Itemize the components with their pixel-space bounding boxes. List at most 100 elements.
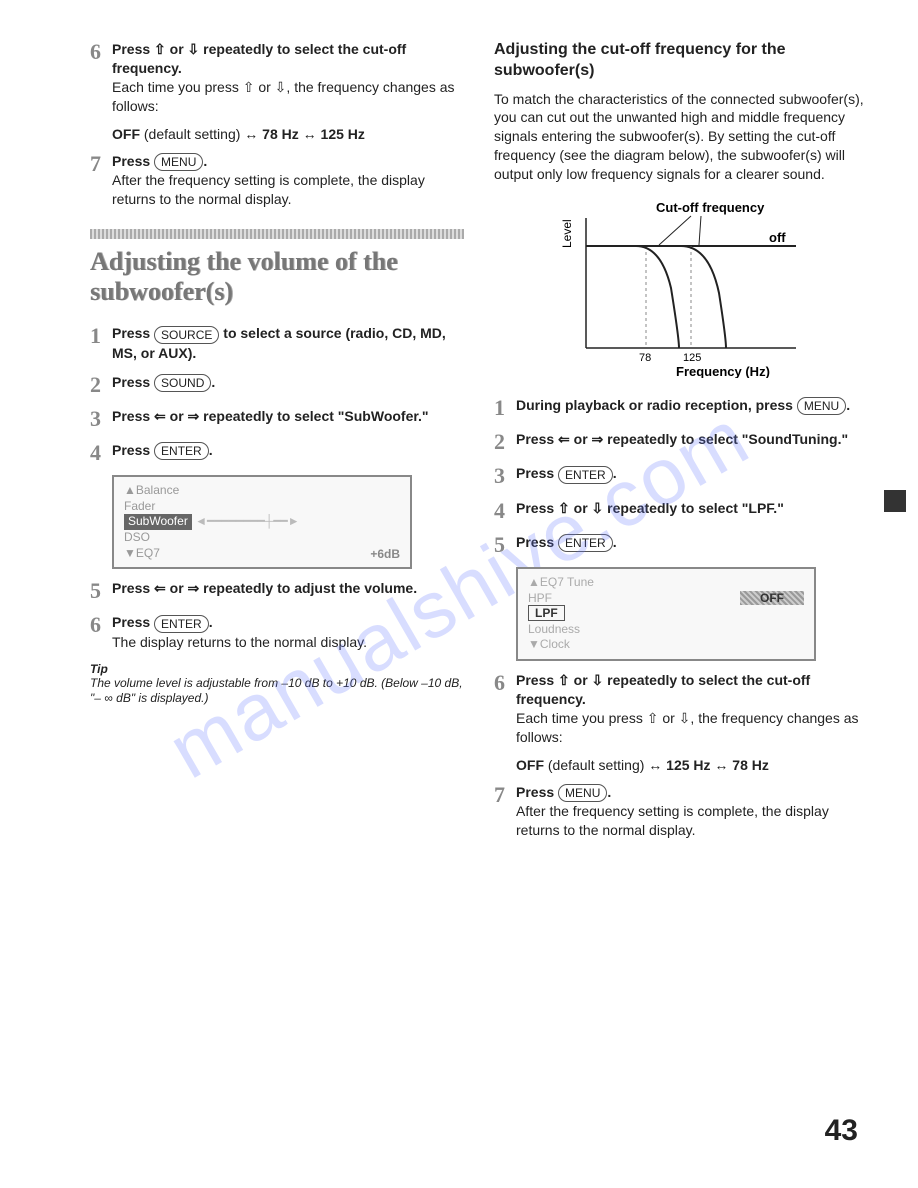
lcd-row: ▲Balance <box>124 483 400 499</box>
menu-button-label: MENU <box>154 153 203 171</box>
t: . <box>211 374 215 390</box>
enter-button-label: ENTER <box>154 615 209 633</box>
edge-tab <box>884 490 906 512</box>
step-text: Press ⇧ or ⇩ repeatedly to select the cu… <box>516 671 868 747</box>
step-number: 1 <box>90 324 112 348</box>
t: . <box>846 397 850 413</box>
lcd-row: Fader <box>124 499 400 515</box>
lcd-display: ▲Balance Fader SubWoofer ◄━━━━━━━━┼━━► D… <box>112 475 412 569</box>
t: Press <box>112 442 154 458</box>
step-number: 1 <box>494 396 516 420</box>
step-number: 4 <box>90 441 112 465</box>
step-text: Press MENU. After the frequency setting … <box>516 783 868 840</box>
step-text: Press SOURCE to select a source (radio, … <box>112 324 464 362</box>
step: 7 Press MENU. After the frequency settin… <box>90 152 464 209</box>
step-number: 6 <box>494 671 516 695</box>
lcd-row: Loudness <box>528 622 804 638</box>
step: 7 Press MENU. After the frequency settin… <box>494 783 868 840</box>
freq-line: OFF (default setting) ↔ 78 Hz ↔ 125 Hz <box>112 126 464 142</box>
t: During playback or radio reception, pres… <box>516 397 797 413</box>
step-text: Press ENTER. <box>516 533 868 552</box>
step: 1 Press SOURCE to select a source (radio… <box>90 324 464 362</box>
lcd-value: +6dB <box>370 547 400 561</box>
menu-button-label: MENU <box>797 397 846 415</box>
section-heading: Adjusting the volume of the subwoofer(s) <box>90 247 464 307</box>
step-text: Press ENTER. The display returns to the … <box>112 613 464 651</box>
step-number: 4 <box>494 499 516 523</box>
t: Press <box>112 614 154 630</box>
freq-line: OFF (default setting) ↔ 125 Hz ↔ 78 Hz <box>516 757 868 773</box>
step: 3 Press ⇐ or ⇒ repeatedly to select "Sub… <box>90 407 464 431</box>
step-text: During playback or radio reception, pres… <box>516 396 868 415</box>
t: . <box>613 465 617 481</box>
freq-c: 125 Hz <box>317 126 365 142</box>
left-column: 6 Press ⇧ or ⇩ repeatedly to select the … <box>90 40 464 850</box>
lcd-row-selected: SubWoofer <box>124 514 192 530</box>
step-number: 5 <box>90 579 112 603</box>
sound-button-label: SOUND <box>154 374 211 392</box>
step-number: 2 <box>90 373 112 397</box>
step-bold-post: . <box>203 153 207 169</box>
t: Press <box>516 534 558 550</box>
step-number: 3 <box>494 464 516 488</box>
freq-b: 78 Hz <box>258 126 302 142</box>
freq-off: OFF <box>112 126 140 142</box>
lcd-row-selected: LPF <box>528 605 565 621</box>
step-bold: Press ⇧ or ⇩ repeatedly to select the cu… <box>516 672 810 707</box>
step: 5 Press ENTER. <box>494 533 868 557</box>
step: 2 Press ⇐ or ⇒ repeatedly to select "Sou… <box>494 430 868 454</box>
lcd-row: ▼Clock <box>528 637 804 653</box>
freq-default: (default setting) <box>140 126 244 142</box>
freq-b: 125 Hz <box>662 757 714 773</box>
right-column: Adjusting the cut-off frequency for the … <box>494 40 868 850</box>
step-plain: The display returns to the normal displa… <box>112 634 367 650</box>
tip-label: Tip <box>90 662 464 676</box>
freq-c: 78 Hz <box>728 757 768 773</box>
tip-text: The volume level is adjustable from –10 … <box>90 676 464 707</box>
t: Press <box>516 465 558 481</box>
step-bold-pre: Press <box>112 153 154 169</box>
t: . <box>607 784 611 800</box>
arrow-icon: ↔ <box>303 126 317 142</box>
step-number: 7 <box>90 152 112 176</box>
source-button-label: SOURCE <box>154 326 219 344</box>
diagram-tick: 125 <box>683 352 701 364</box>
step-text: Press ⇐ or ⇒ repeatedly to adjust the vo… <box>112 579 464 598</box>
t: Press <box>112 325 154 341</box>
step-text: Press ⇧ or ⇩ repeatedly to select "LPF." <box>516 499 868 518</box>
step: 6 Press ⇧ or ⇩ repeatedly to select the … <box>90 40 464 116</box>
freq-off: OFF <box>516 757 544 773</box>
lcd-row: ▲EQ7 Tune <box>528 575 804 591</box>
step-number: 2 <box>494 430 516 454</box>
lcd-value: OFF <box>740 591 804 605</box>
arrow-icon: ↔ <box>648 757 662 773</box>
cutoff-diagram: Cut-off frequency off Level 78 125 Frequ… <box>541 198 821 378</box>
step-text: Press ⇐ or ⇒ repeatedly to select "SubWo… <box>112 407 464 426</box>
menu-button-label: MENU <box>558 784 607 802</box>
t: . <box>209 614 213 630</box>
step-number: 7 <box>494 783 516 807</box>
lcd-row: ▼EQ7 <box>124 546 400 562</box>
t: Press <box>112 374 154 390</box>
enter-button-label: ENTER <box>558 534 613 552</box>
lcd-slider: ◄━━━━━━━━┼━━► <box>192 514 300 528</box>
step-plain: Each time you press ⇧ or ⇩, the frequenc… <box>516 710 859 745</box>
step: 5 Press ⇐ or ⇒ repeatedly to adjust the … <box>90 579 464 603</box>
step-number: 6 <box>90 613 112 637</box>
step-plain: After the frequency setting is complete,… <box>516 803 829 838</box>
step: 6 Press ⇧ or ⇩ repeatedly to select the … <box>494 671 868 747</box>
diagram-label-freq: Frequency (Hz) <box>676 364 770 378</box>
step: 3 Press ENTER. <box>494 464 868 488</box>
step-text: Press ⇐ or ⇒ repeatedly to select "Sound… <box>516 430 868 449</box>
step: 2 Press SOUND. <box>90 373 464 397</box>
step-text: Press ⇧ or ⇩ repeatedly to select the cu… <box>112 40 464 116</box>
t: Press <box>516 784 558 800</box>
page-number: 43 <box>825 1114 858 1148</box>
t: . <box>613 534 617 550</box>
step-plain: Each time you press ⇧ or ⇩, the frequenc… <box>112 79 455 114</box>
subsection-heading: Adjusting the cut-off frequency for the … <box>494 40 868 82</box>
step-number: 6 <box>90 40 112 64</box>
intro-text: To match the characteristics of the conn… <box>494 90 868 184</box>
diagram-label-level: Level <box>560 219 574 248</box>
step-text: Press SOUND. <box>112 373 464 392</box>
